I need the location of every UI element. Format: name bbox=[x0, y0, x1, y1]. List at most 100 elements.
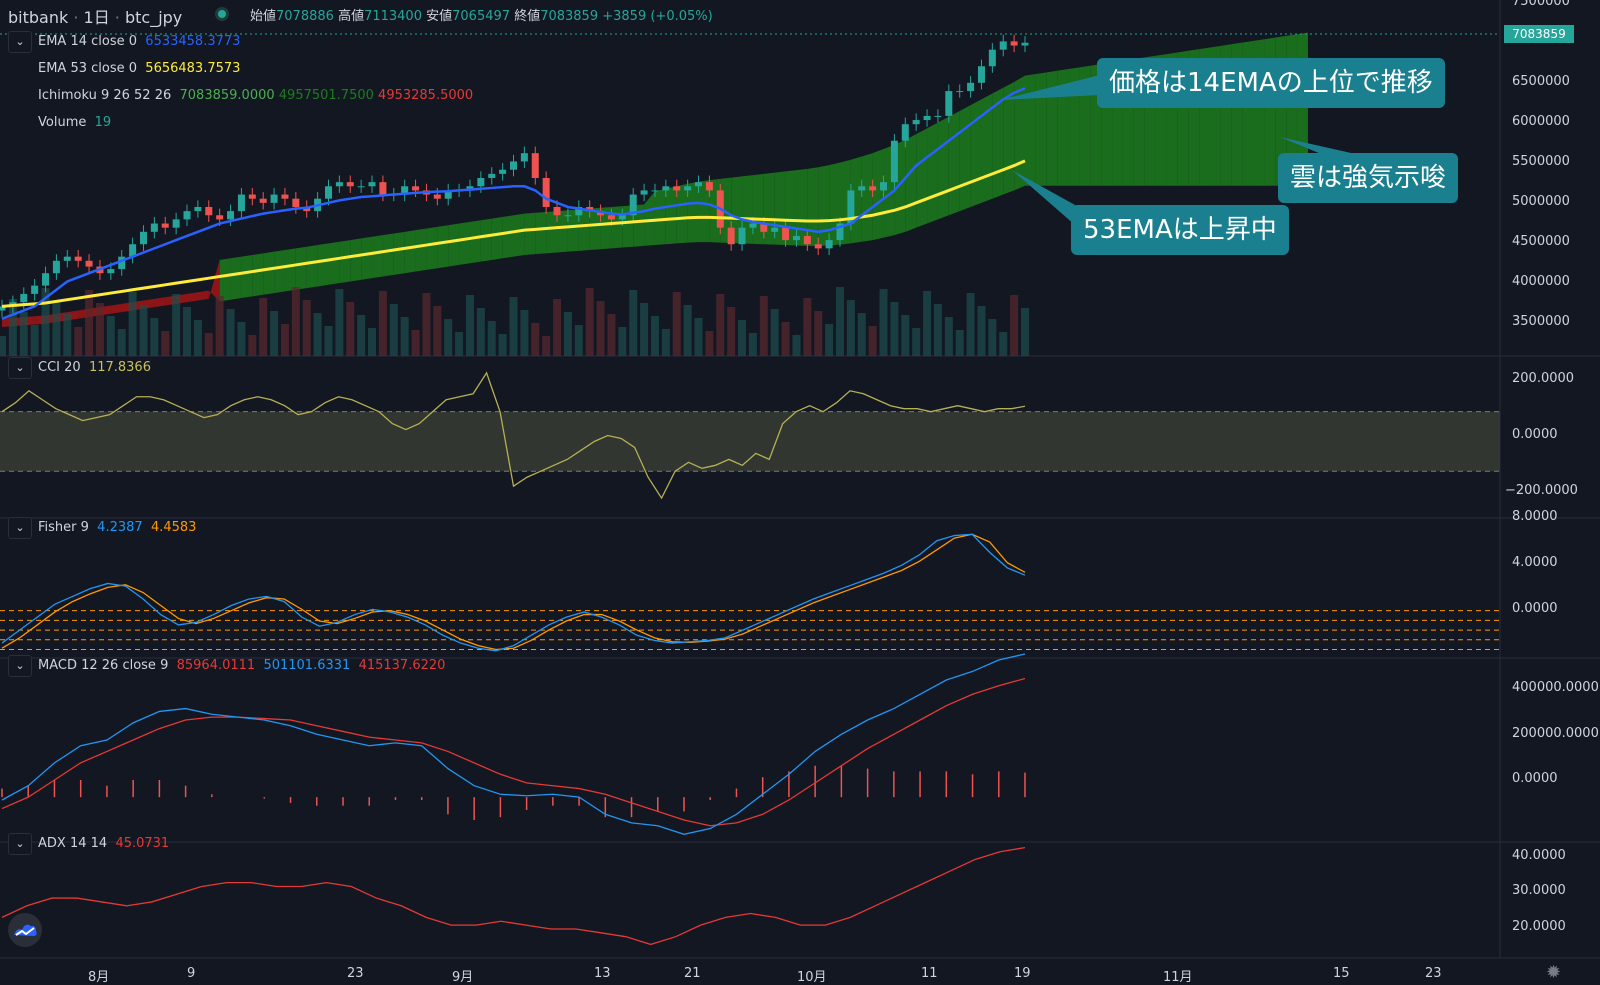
adx-tick: 20.0000 bbox=[1512, 919, 1566, 934]
volume-bar bbox=[161, 331, 170, 356]
volume-bar bbox=[389, 304, 398, 356]
candle-body bbox=[227, 211, 235, 220]
volume-bar bbox=[0, 336, 6, 356]
legend-macd[interactable]: MACD 12 26 close 9 85964.0111 501101.633… bbox=[38, 658, 446, 673]
collapse-macd-button[interactable]: ⌄ bbox=[8, 655, 32, 677]
price-tick: 6500000 bbox=[1512, 74, 1570, 89]
candle-body bbox=[216, 215, 224, 220]
fisher-line bbox=[1, 533, 1026, 652]
ichimoku-cloud-segment bbox=[818, 165, 830, 246]
volume-bar bbox=[270, 311, 279, 356]
ichimoku-cloud-segment bbox=[208, 259, 220, 302]
ichimoku-cloud-segment bbox=[448, 223, 460, 267]
candle-body bbox=[499, 169, 507, 174]
collapse-cci-button[interactable]: ⌄ bbox=[8, 357, 32, 379]
ichimoku-cloud-segment bbox=[654, 188, 666, 246]
candle-body bbox=[52, 260, 60, 274]
ichimoku-cloud-segment bbox=[404, 230, 416, 274]
legend-ema14[interactable]: EMA 14 close 0 6533458.3773 bbox=[38, 34, 241, 49]
volume-bar bbox=[41, 288, 50, 356]
ichimoku-cloud-segment bbox=[698, 180, 710, 243]
candle-body bbox=[237, 194, 245, 212]
volume-bar bbox=[259, 298, 268, 356]
cci-tick: 200.0000 bbox=[1512, 371, 1575, 386]
ichimoku-cloud-segment bbox=[426, 226, 438, 270]
volume-bar bbox=[313, 313, 322, 356]
volume-bar bbox=[781, 322, 790, 356]
fisher-tick: 0.0000 bbox=[1512, 601, 1558, 616]
time-tick: 23 bbox=[1425, 966, 1442, 981]
high-value: 7113400 bbox=[364, 9, 422, 24]
volume-bar bbox=[95, 303, 104, 356]
adx-tick: 40.0000 bbox=[1512, 848, 1566, 863]
change-value: +3859 (+0.05%) bbox=[602, 9, 713, 24]
symbol-header[interactable]: bitbank · 1日 · btc_jpy bbox=[8, 8, 183, 27]
volume-bar bbox=[368, 328, 377, 356]
settings-gear-icon[interactable]: ✹ bbox=[1546, 962, 1562, 983]
legend-volume[interactable]: Volume 19 bbox=[38, 115, 112, 130]
volume-bar bbox=[19, 312, 28, 356]
candle-body bbox=[292, 198, 300, 207]
adx-line bbox=[1, 846, 1026, 946]
collapse-fisher-button[interactable]: ⌄ bbox=[8, 517, 32, 539]
candle-body bbox=[520, 153, 528, 162]
candle-body bbox=[651, 190, 659, 192]
candle-body bbox=[673, 186, 681, 191]
ichimoku-cloud-segment bbox=[644, 191, 655, 246]
legend-adx[interactable]: ADX 14 14 45.0731 bbox=[38, 836, 170, 851]
legend-cci[interactable]: CCI 20 117.8366 bbox=[38, 360, 151, 375]
ichimoku-cloud-segment bbox=[763, 172, 775, 245]
volume-bar bbox=[1010, 295, 1019, 356]
ichimoku-cloud-segment bbox=[284, 248, 296, 292]
volume-bar bbox=[868, 326, 877, 356]
ichimoku-cloud-segment bbox=[469, 220, 481, 264]
ichimoku-cloud-segment bbox=[339, 240, 351, 284]
ichimoku-cloud-segment bbox=[861, 153, 873, 242]
macd-tick: 400000.0000 bbox=[1512, 680, 1599, 695]
volume-bar bbox=[52, 301, 61, 356]
price-tick: 7500000 bbox=[1512, 0, 1570, 9]
legend-fisher[interactable]: Fisher 9 4.2387 4.4583 bbox=[38, 520, 197, 535]
candle-body bbox=[335, 182, 343, 187]
cci-line bbox=[1, 371, 1026, 500]
volume-bar bbox=[955, 330, 964, 356]
time-tick: 10月 bbox=[797, 970, 827, 985]
candle-body bbox=[738, 227, 746, 245]
volume-bar bbox=[912, 328, 921, 356]
fisher-tick: 8.0000 bbox=[1512, 509, 1558, 524]
time-tick: 19 bbox=[1014, 966, 1031, 981]
candle-body bbox=[629, 194, 637, 216]
ichimoku-cloud-segment bbox=[731, 176, 743, 244]
price-tick: 5000000 bbox=[1512, 194, 1570, 209]
candle-body bbox=[858, 186, 866, 191]
candle-body bbox=[880, 182, 888, 191]
legend-ichimoku[interactable]: Ichimoku 9 26 52 26 7083859.0000 4957501… bbox=[38, 88, 474, 103]
tradingview-logo-icon[interactable] bbox=[8, 913, 42, 947]
volume-bar bbox=[487, 321, 496, 356]
volume-bar bbox=[85, 290, 94, 356]
legend-ema53[interactable]: EMA 53 close 0 5656483.7573 bbox=[38, 61, 241, 76]
volume-bar bbox=[553, 299, 562, 356]
candle-body bbox=[0, 306, 6, 311]
volume-bar bbox=[759, 296, 768, 356]
candle-body bbox=[172, 219, 180, 228]
interval-label[interactable]: 1日 bbox=[83, 8, 110, 27]
volume-bar bbox=[705, 331, 714, 356]
candle-body bbox=[705, 182, 713, 191]
ichimoku-cloud-segment bbox=[459, 221, 470, 265]
open-value: 7078886 bbox=[276, 9, 334, 24]
collapse-adx-button[interactable]: ⌄ bbox=[8, 833, 32, 855]
candle-body bbox=[803, 235, 811, 245]
volume-bar bbox=[977, 306, 986, 356]
candle-body bbox=[901, 124, 909, 141]
candle-body bbox=[401, 186, 409, 195]
time-tick: 9月 bbox=[452, 970, 474, 985]
ichimoku-cloud-segment bbox=[567, 209, 579, 252]
collapse-legend-button[interactable]: ⌄ bbox=[8, 31, 32, 53]
volume-bar bbox=[661, 329, 670, 356]
volume-bar bbox=[596, 301, 605, 356]
annotation-pointer-ema14 bbox=[1000, 75, 1100, 100]
time-tick: 9 bbox=[187, 966, 196, 981]
exchange-name: bitbank bbox=[8, 8, 69, 27]
